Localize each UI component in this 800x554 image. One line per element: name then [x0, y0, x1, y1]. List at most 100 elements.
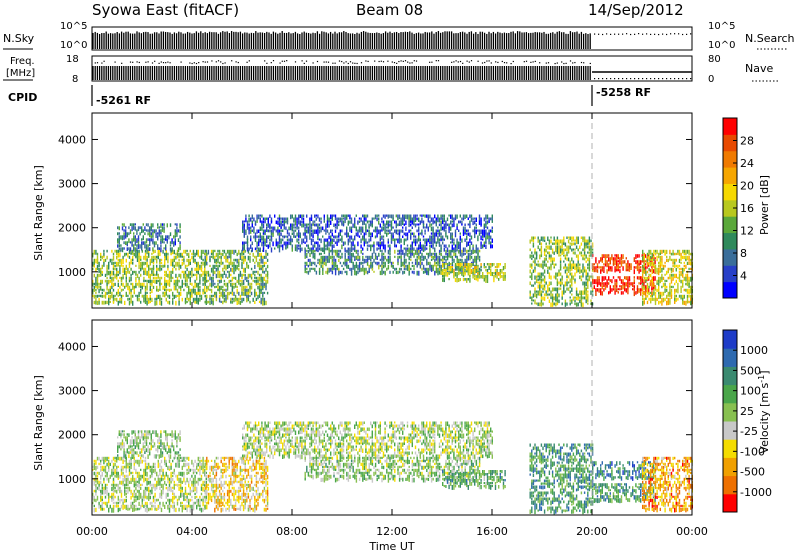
echo-cell: [411, 252, 414, 256]
echo-cell: [529, 293, 531, 297]
echo-cell: [466, 266, 468, 271]
echo-cell: [192, 255, 195, 260]
echo-cell: [149, 267, 151, 271]
echo-cell: [323, 214, 325, 219]
echo-cell: [136, 255, 139, 259]
echo-cell: [136, 294, 139, 299]
echo-cell: [346, 249, 348, 253]
echo-cell: [632, 288, 634, 291]
echo-cell: [390, 241, 393, 244]
echo-cell: [440, 258, 442, 262]
echo-cell: [690, 258, 692, 262]
echo-cell: [467, 217, 469, 220]
nsky-panel: [91, 26, 693, 51]
echo-cell: [540, 296, 543, 300]
echo-cell: [339, 238, 341, 242]
echo-cell: [252, 258, 254, 262]
echo-cell: [112, 456, 115, 461]
echo-cell: [260, 252, 262, 258]
echo-cell: [206, 285, 208, 291]
echo-cell: [256, 229, 258, 234]
echo-cell: [378, 217, 380, 221]
echo-cell: [427, 229, 429, 232]
echo-cell: [108, 297, 110, 303]
echo-cell: [588, 263, 591, 267]
echo-cell: [683, 267, 685, 272]
echo-cell: [341, 229, 343, 233]
echo-cell: [294, 229, 297, 232]
echo-cell: [331, 249, 334, 254]
echo-cell: [686, 273, 689, 278]
echo-cell: [128, 226, 130, 230]
echo-cell: [363, 232, 365, 237]
echo-cell: [215, 294, 218, 299]
echo-cell: [432, 244, 434, 250]
echo-cell: [246, 291, 248, 297]
echo-cell: [490, 266, 492, 269]
echo-cell: [680, 255, 682, 261]
echo-cell: [539, 263, 541, 268]
echo-cell: [148, 249, 150, 255]
echo-cell: [315, 247, 317, 252]
echo-cell: [432, 255, 434, 260]
echo-cell: [371, 223, 373, 228]
echo-cell: [307, 226, 309, 231]
echo-cell: [218, 252, 221, 255]
echo-cell: [250, 267, 253, 271]
echo-cell: [323, 238, 325, 243]
echo-cell: [282, 244, 284, 248]
echo-cell: [469, 244, 471, 249]
echo-cell: [548, 275, 551, 279]
echo-cell: [254, 255, 256, 259]
echo-cell: [228, 261, 230, 267]
echo-cell: [677, 264, 679, 269]
echo-cell: [277, 217, 279, 220]
echo-cell: [249, 258, 251, 263]
echo-cell: [241, 258, 243, 262]
echo-cell: [595, 257, 597, 262]
echo-cell: [322, 261, 324, 265]
echo-cell: [446, 247, 449, 253]
echo-cell: [96, 258, 99, 264]
echo-cell: [261, 226, 263, 231]
echo-cell: [635, 291, 637, 295]
echo-cell: [683, 249, 685, 254]
echo-cell: [416, 249, 418, 255]
echo-cell: [394, 220, 396, 224]
echo-cell: [354, 220, 356, 224]
echo-cell: [328, 235, 330, 240]
echo-cell: [234, 276, 237, 280]
nave-dot: [365, 60, 367, 62]
echo-cell: [101, 507, 103, 511]
echo-cell: [654, 267, 657, 273]
echo-cell: [108, 495, 110, 501]
echo-cell: [432, 220, 434, 225]
echo-cell: [442, 238, 444, 241]
echo-cell: [334, 235, 337, 239]
echo-cell: [651, 288, 653, 291]
echo-cell: [112, 294, 115, 299]
colorbar-swatch: [723, 199, 737, 217]
echo-cell: [619, 257, 621, 261]
echo-cell: [402, 217, 404, 222]
echo-cell: [114, 486, 116, 490]
echo-cell: [325, 226, 327, 230]
echo-cell: [167, 300, 169, 304]
echo-cell: [664, 297, 666, 302]
echo-cell: [263, 264, 266, 267]
echo-cell: [445, 261, 447, 264]
echo-cell: [662, 267, 665, 270]
echo-cell: [298, 217, 300, 221]
echo-cell: [646, 276, 649, 281]
echo-cell: [339, 255, 342, 260]
echo-cell: [215, 261, 218, 265]
echo-cell: [419, 244, 421, 250]
echo-cell: [651, 297, 653, 301]
echo-cell: [151, 255, 153, 259]
echo-cell: [207, 300, 210, 304]
echo-cell: [333, 223, 335, 227]
echo-cell: [413, 214, 415, 218]
echo-cell: [338, 220, 340, 224]
echo-cell: [210, 279, 213, 283]
echo-cell: [543, 269, 546, 274]
